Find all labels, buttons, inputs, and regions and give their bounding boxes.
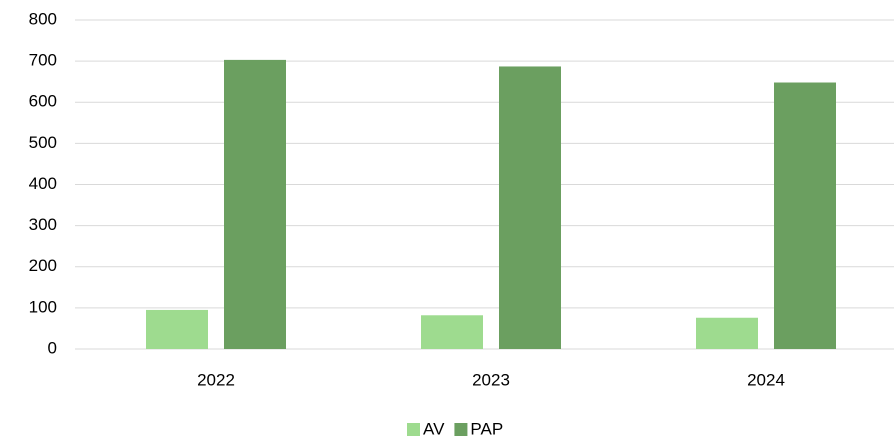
bar [499, 66, 561, 349]
bar [696, 317, 758, 349]
y-tick-label: 100 [29, 297, 57, 316]
legend-swatch [407, 423, 420, 436]
y-tick-label: 400 [29, 174, 57, 193]
bar [146, 309, 208, 349]
legend-label: PAP [470, 419, 503, 438]
x-tick-label: 2024 [747, 370, 785, 389]
y-tick-label: 700 [29, 51, 57, 70]
x-tick-label: 2023 [472, 370, 510, 389]
y-tick-label: 800 [29, 9, 57, 28]
y-tick-label: 200 [29, 256, 57, 275]
legend-swatch [454, 423, 468, 436]
bar [224, 59, 286, 350]
x-tick-label: 2022 [197, 370, 235, 389]
y-tick-label: 500 [29, 133, 57, 152]
bar [774, 82, 836, 349]
legend-label: AV [423, 419, 445, 438]
y-tick-label: 0 [48, 338, 57, 357]
y-tick-label: 600 [29, 92, 57, 111]
y-tick-label: 300 [29, 215, 57, 234]
bar [421, 315, 483, 349]
